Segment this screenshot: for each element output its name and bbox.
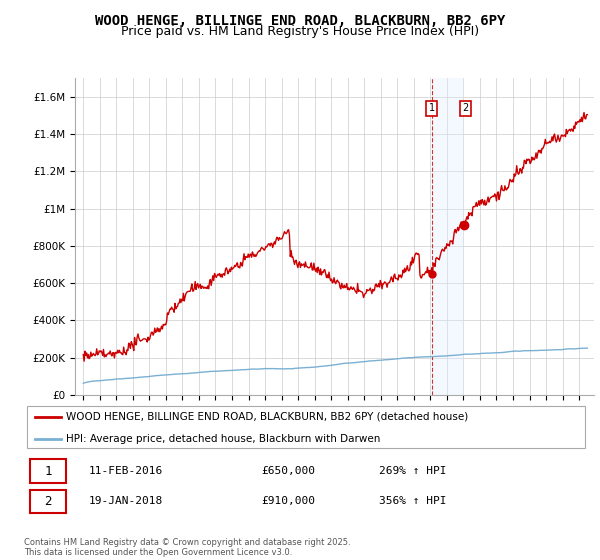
FancyBboxPatch shape [27,405,585,449]
Text: 269% ↑ HPI: 269% ↑ HPI [379,466,447,476]
Bar [433,78,464,395]
Bar [29,489,67,513]
Text: WOOD HENGE, BILLINGE END ROAD, BLACKBURN, BB2 6PY: WOOD HENGE, BILLINGE END ROAD, BLACKBURN… [95,14,505,28]
Text: 2: 2 [462,103,468,113]
Text: WOOD HENGE, BILLINGE END ROAD, BLACKBURN, BB2 6PY (detached house): WOOD HENGE, BILLINGE END ROAD, BLACKBURN… [66,412,469,422]
Text: Price paid vs. HM Land Registry's House Price Index (HPI): Price paid vs. HM Land Registry's House … [121,25,479,38]
Text: 356% ↑ HPI: 356% ↑ HPI [379,496,447,506]
Text: 19-JAN-2018: 19-JAN-2018 [89,496,163,506]
Text: 11-FEB-2016: 11-FEB-2016 [89,466,163,476]
Text: Contains HM Land Registry data © Crown copyright and database right 2025.
This d: Contains HM Land Registry data © Crown c… [24,538,350,557]
Text: £910,000: £910,000 [261,496,315,506]
Text: £650,000: £650,000 [261,466,315,476]
Bar [29,459,67,483]
Text: 2: 2 [44,495,52,508]
Text: HPI: Average price, detached house, Blackburn with Darwen: HPI: Average price, detached house, Blac… [66,434,380,444]
Text: 1: 1 [44,465,52,478]
Text: 1: 1 [428,103,434,113]
